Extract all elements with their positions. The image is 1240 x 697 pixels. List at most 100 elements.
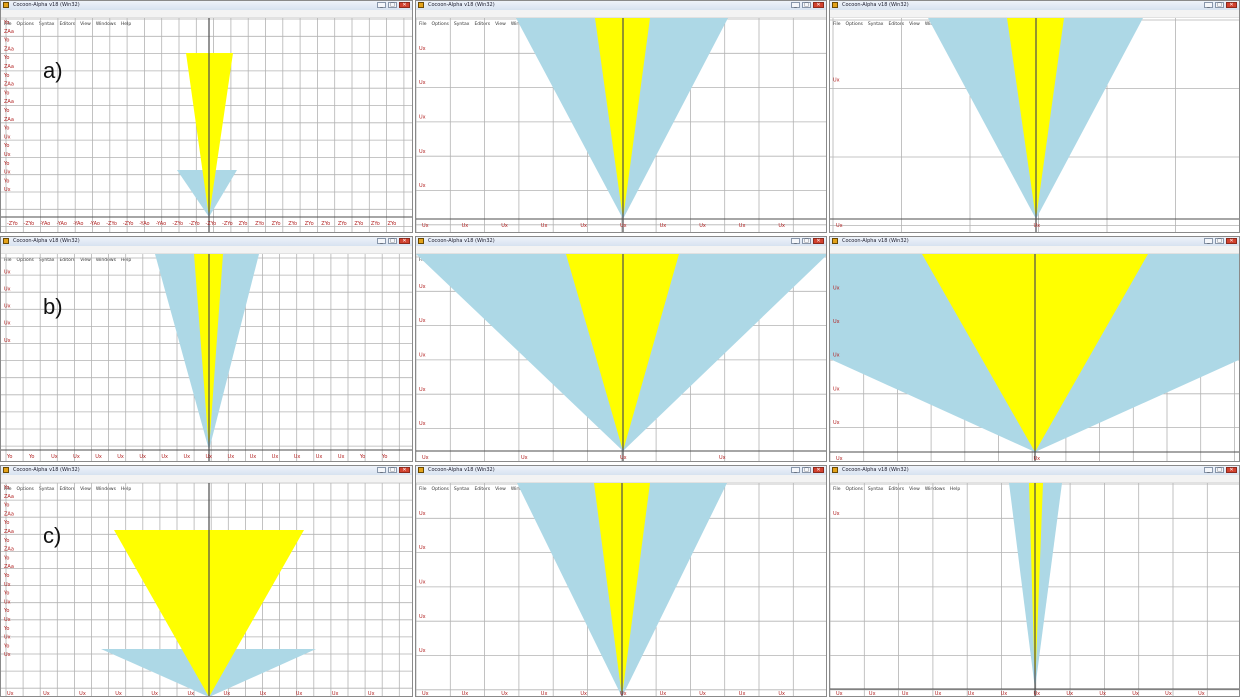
maximize-button[interactable]: □ bbox=[1215, 467, 1224, 473]
close-button[interactable]: ✕ bbox=[399, 467, 410, 473]
menu-item-syntax[interactable]: Syntax bbox=[867, 487, 884, 492]
menu-item-syntax[interactable]: Syntax bbox=[453, 22, 470, 27]
x-tick-label: Ux bbox=[580, 691, 587, 696]
menu-item-options[interactable]: Options bbox=[16, 258, 34, 263]
menu-item-options[interactable]: Options bbox=[845, 487, 863, 492]
maximize-button[interactable]: □ bbox=[388, 2, 397, 8]
menu-item-windows[interactable]: Windows bbox=[95, 487, 116, 492]
x-tick-label: -ZYo bbox=[24, 221, 35, 227]
menu-item-syntax[interactable]: Syntax bbox=[38, 22, 55, 27]
panel-label: c) bbox=[43, 523, 62, 548]
plot-area: Ux Ux Ux Ux Ux Ux Ux bbox=[830, 254, 1239, 461]
close-button[interactable]: ✕ bbox=[813, 238, 824, 244]
menu-item-view[interactable]: View bbox=[80, 258, 91, 263]
maximize-button[interactable]: □ bbox=[802, 467, 811, 473]
y-tick-label: Ux bbox=[419, 352, 426, 358]
y-tick-label: ZAa bbox=[4, 82, 14, 88]
window-title: Cocoon-Alpha v18 (Win32) bbox=[428, 2, 495, 8]
maximize-button[interactable]: □ bbox=[388, 238, 397, 244]
x-tick-label: Ux bbox=[1198, 691, 1205, 696]
menu-item-options[interactable]: Options bbox=[16, 22, 34, 27]
y-tick-label: Ux bbox=[419, 614, 426, 620]
menu-item-options[interactable]: Options bbox=[431, 22, 449, 27]
menu-item-editors[interactable]: Editors bbox=[888, 487, 905, 492]
menu-item-file[interactable]: File bbox=[833, 22, 841, 27]
menu-item-view[interactable]: View bbox=[80, 22, 91, 27]
y-tick-label: Yo bbox=[3, 143, 9, 149]
maximize-button[interactable]: □ bbox=[1215, 238, 1224, 244]
menu-item-syntax[interactable]: Syntax bbox=[453, 487, 470, 492]
menu-item-syntax[interactable]: Syntax bbox=[38, 258, 55, 263]
y-tick-label: Ux bbox=[419, 511, 426, 517]
x-tick-label: ZYo bbox=[321, 221, 330, 227]
plot-area: Ux Ux Ux Ux Ux Ux Ux Ux Ux Ux Ux Ux Ux Ux Ux bbox=[416, 483, 826, 696]
close-button[interactable]: ✕ bbox=[1226, 467, 1237, 473]
close-button[interactable]: ✕ bbox=[813, 2, 824, 8]
menu-item-file[interactable]: File bbox=[419, 22, 427, 27]
menu-item-editors[interactable]: Editors bbox=[59, 22, 76, 27]
menu-item-windows[interactable]: Windows bbox=[924, 487, 945, 492]
menu-item-help[interactable]: Help bbox=[120, 22, 132, 27]
x-tick-label: Yo bbox=[6, 454, 12, 460]
menu-item-editors[interactable]: Editors bbox=[59, 258, 76, 263]
menu-item-editors[interactable]: Editors bbox=[888, 22, 905, 27]
menu-item-options[interactable]: Options bbox=[16, 487, 34, 492]
menu-item-help[interactable]: Help bbox=[949, 487, 961, 492]
menu-item-editors[interactable]: Editors bbox=[474, 487, 491, 492]
close-button[interactable]: ✕ bbox=[399, 238, 410, 244]
minimize-button[interactable]: _ bbox=[1204, 238, 1213, 244]
menu-item-file[interactable]: File bbox=[419, 487, 427, 492]
x-tick-label: Ux bbox=[739, 691, 746, 696]
y-tick-label: ZAa bbox=[4, 511, 14, 517]
plot-window: Cocoon-Alpha v18 (Win32) _□✕ File Options Sy… bbox=[0, 236, 413, 462]
x-tick-label: -ZYo bbox=[189, 221, 200, 227]
maximize-button[interactable]: □ bbox=[1215, 2, 1224, 8]
app-icon bbox=[3, 238, 9, 244]
minimize-button[interactable]: _ bbox=[377, 2, 386, 8]
close-button[interactable]: ✕ bbox=[813, 467, 824, 473]
menu-item-view[interactable]: View bbox=[495, 22, 506, 27]
menu-item-options[interactable]: Options bbox=[845, 22, 863, 27]
minimize-button[interactable]: _ bbox=[791, 467, 800, 473]
menu-item-windows[interactable]: Windows bbox=[95, 258, 116, 263]
minimize-button[interactable]: _ bbox=[791, 238, 800, 244]
x-tick-label: Ux bbox=[332, 691, 339, 696]
plot-window: Cocoon-Alpha v18 (Win32) _□✕ File Options Sy… bbox=[0, 465, 413, 697]
x-tick-label: Yo bbox=[28, 454, 34, 460]
close-button[interactable]: ✕ bbox=[399, 2, 410, 8]
menu-item-syntax[interactable]: Syntax bbox=[867, 22, 884, 27]
menu-item-editors[interactable]: Editors bbox=[474, 22, 491, 27]
cone-plot: Ux Ux Ux Ux Ux Ux Ux Ux Ux Ux Ux Ux Ux Ux Ux bbox=[416, 18, 826, 232]
y-tick-label: Yo bbox=[3, 626, 9, 632]
y-tick-label: Yo bbox=[3, 126, 9, 132]
menu-item-view[interactable]: View bbox=[909, 487, 920, 492]
menu-item-view[interactable]: View bbox=[909, 22, 920, 27]
minimize-button[interactable]: _ bbox=[377, 467, 386, 473]
close-button[interactable]: ✕ bbox=[1226, 238, 1237, 244]
minimize-button[interactable]: _ bbox=[377, 238, 386, 244]
maximize-button[interactable]: □ bbox=[802, 2, 811, 8]
menu-item-file[interactable]: File bbox=[4, 258, 12, 263]
y-tick-label: Yo bbox=[3, 178, 9, 184]
minimize-button[interactable]: _ bbox=[791, 2, 800, 8]
minimize-button[interactable]: _ bbox=[1204, 2, 1213, 8]
menu-item-options[interactable]: Options bbox=[431, 487, 449, 492]
x-tick-label: Ux bbox=[43, 691, 50, 696]
maximize-button[interactable]: □ bbox=[802, 238, 811, 244]
menu-item-file[interactable]: File bbox=[419, 258, 427, 263]
menu-item-view[interactable]: View bbox=[495, 487, 506, 492]
menu-item-editors[interactable]: Editors bbox=[59, 487, 76, 492]
y-tick-label: Ux bbox=[4, 134, 11, 140]
menu-item-file[interactable]: File bbox=[4, 22, 12, 27]
menu-item-view[interactable]: View bbox=[80, 487, 91, 492]
menu-item-syntax[interactable]: Syntax bbox=[38, 487, 55, 492]
menu-item-windows[interactable]: Windows bbox=[95, 22, 116, 27]
close-button[interactable]: ✕ bbox=[1226, 2, 1237, 8]
menu-item-file[interactable]: File bbox=[4, 487, 12, 492]
minimize-button[interactable]: _ bbox=[1204, 467, 1213, 473]
menu-item-file[interactable]: File bbox=[833, 487, 841, 492]
x-tick-label: -YAo bbox=[73, 221, 83, 227]
maximize-button[interactable]: □ bbox=[388, 467, 397, 473]
